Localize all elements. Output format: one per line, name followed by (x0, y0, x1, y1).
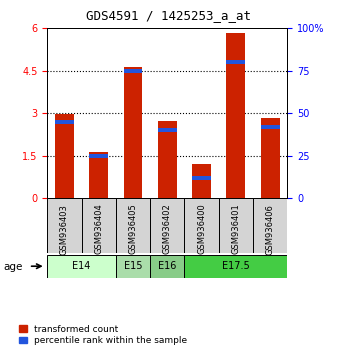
Text: GSM936403: GSM936403 (60, 204, 69, 255)
Text: GSM936405: GSM936405 (128, 204, 138, 255)
Bar (185, 198, 219, 253)
Bar (158, 129, 177, 132)
Bar (116, 255, 150, 278)
Bar (55, 114, 74, 198)
Text: GSM936401: GSM936401 (232, 204, 240, 255)
Bar (158, 121, 177, 198)
Bar (55, 120, 74, 124)
Bar (150, 198, 185, 253)
Bar (124, 67, 142, 198)
Text: E17.5: E17.5 (222, 261, 250, 272)
Text: GSM936406: GSM936406 (266, 204, 275, 255)
Bar (150, 255, 185, 278)
Bar (89, 152, 108, 198)
Text: E16: E16 (158, 261, 176, 272)
Bar (226, 33, 245, 198)
Text: GSM936400: GSM936400 (197, 204, 206, 255)
Bar (226, 61, 245, 64)
Text: GSM936404: GSM936404 (94, 204, 103, 255)
Bar (253, 198, 287, 253)
Bar (261, 118, 280, 198)
Text: age: age (3, 262, 23, 272)
Bar (185, 255, 287, 278)
Bar (89, 154, 108, 158)
Bar (124, 69, 142, 73)
Text: GSM936402: GSM936402 (163, 204, 172, 255)
Bar (261, 125, 280, 129)
Bar (47, 198, 81, 253)
Bar (47, 255, 116, 278)
Bar (116, 198, 150, 253)
Bar (192, 176, 211, 180)
Text: E14: E14 (72, 261, 91, 272)
Bar (192, 164, 211, 198)
Text: E15: E15 (124, 261, 142, 272)
Text: GDS4591 / 1425253_a_at: GDS4591 / 1425253_a_at (87, 9, 251, 22)
Legend: transformed count, percentile rank within the sample: transformed count, percentile rank withi… (18, 324, 188, 346)
Bar (219, 198, 253, 253)
Bar (81, 198, 116, 253)
